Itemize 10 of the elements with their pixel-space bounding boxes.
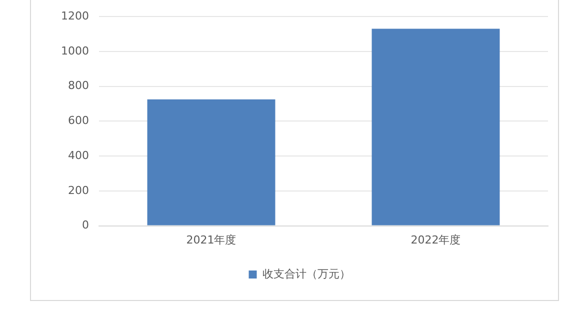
y-tick-label: 200 <box>68 184 89 197</box>
y-tick-label: 1000 <box>60 44 89 58</box>
legend-label: 收支合计（万元） <box>262 267 350 280</box>
y-tick-label: 1200 <box>60 9 89 22</box>
x-tick-label: 2021年度 <box>186 233 236 246</box>
y-tick-label: 400 <box>68 148 89 162</box>
x-tick-label: 2022年度 <box>410 233 461 246</box>
y-tick-label: 800 <box>68 79 89 92</box>
y-tick-label: 600 <box>68 114 89 128</box>
y-tick-label: 0 <box>82 218 89 232</box>
